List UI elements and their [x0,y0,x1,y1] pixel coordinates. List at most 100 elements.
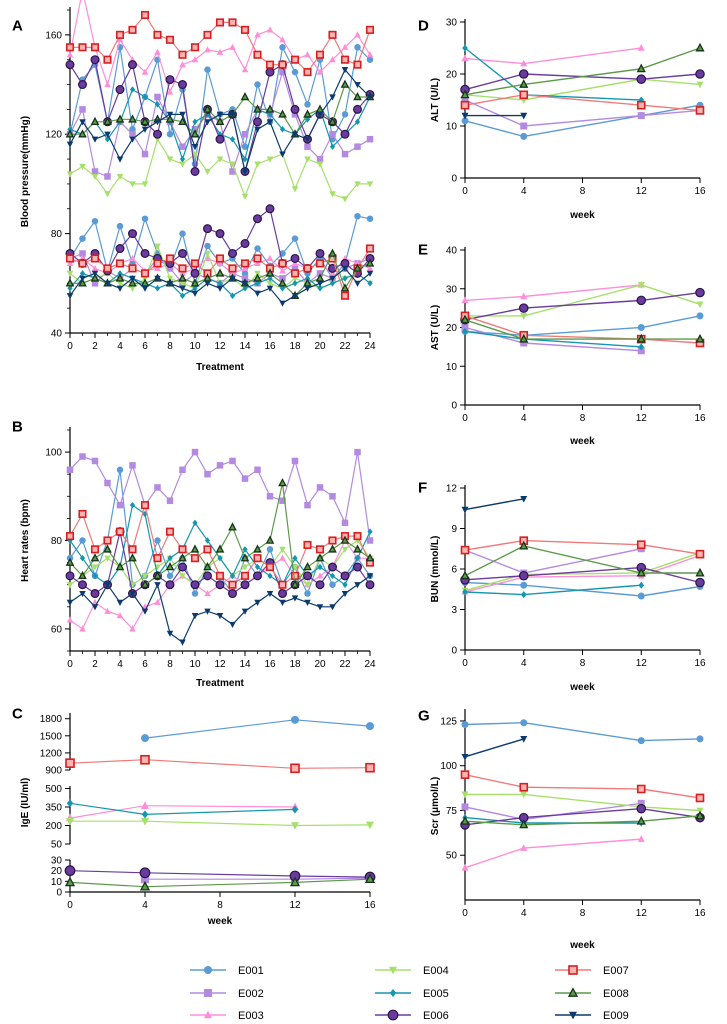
marker-shape [365,244,375,253]
marker-shape [304,590,311,597]
marker-shape [365,762,375,773]
data-point [116,599,124,606]
marker-shape [353,104,363,114]
x-tick-label: 8 [167,341,173,352]
marker-shape [154,101,161,108]
series-e006 [65,527,375,599]
data-point [317,285,323,292]
marker-shape [178,273,187,282]
data-point [366,821,374,830]
data-point [141,181,149,188]
data-point [254,280,261,287]
data-point [254,161,261,168]
marker-shape [637,835,645,842]
marker-shape [695,567,705,577]
marker-shape [315,248,325,258]
data-point [636,815,646,825]
marker-shape [116,36,124,43]
y-tick-label: 30 [51,856,63,867]
data-point [291,68,299,76]
data-point [154,119,161,126]
x-tick-label: 0 [462,658,468,669]
legend-label: E001 [238,965,264,977]
y-tick-label: 100 [440,761,457,772]
panel-f: F 0 3 6 9 12 0 4 8 12 16 week BUN (mmol/L) [418,479,706,693]
data-point [279,68,286,76]
data-point [91,280,99,287]
marker-shape [279,497,286,504]
marker-shape [316,572,324,579]
marker-shape [340,535,350,544]
marker-shape [165,75,175,85]
marker-shape [91,564,99,571]
data-point [304,116,311,123]
marker-shape [254,259,261,267]
marker-shape [66,466,74,474]
data-point [190,259,200,268]
data-point [290,269,300,278]
marker-shape [461,753,469,761]
series-line [464,738,525,758]
marker-shape [278,478,287,487]
data-point [279,554,286,561]
data-point [278,60,287,69]
data-point [139,867,151,879]
data-point [91,264,99,271]
series-e007 [460,770,705,803]
marker-shape [265,104,275,113]
marker-shape [204,608,211,615]
marker-shape [79,106,86,113]
data-point [115,30,125,39]
panel-label: B [12,418,23,435]
y-axis-label: Scr (μmol/L) [430,777,441,835]
data-point [77,80,87,90]
legend-marker [204,989,212,997]
data-point [241,143,249,150]
legend-entry-e008: E008 [555,987,629,1000]
marker-shape [103,536,112,545]
data-point [253,214,263,224]
marker-shape [695,549,705,559]
data-point [304,51,311,58]
marker-shape [116,156,124,163]
marker-shape [178,248,188,258]
marker-shape [636,815,646,825]
marker-shape [141,150,149,158]
marker-shape [279,44,286,51]
marker-shape [191,613,199,620]
series-line [464,539,701,555]
data-point [79,235,86,242]
data-point [366,264,374,271]
data-point [366,56,374,63]
legend-marker [387,1009,399,1021]
x-tick-label: 8 [580,908,586,919]
y-tick-label: 10 [446,122,458,133]
marker-shape [141,734,149,743]
data-point [141,810,149,819]
data-point [461,506,469,514]
marker-shape [191,290,199,297]
data-point [329,191,336,198]
series-line [464,815,701,826]
marker-shape [65,129,75,138]
data-point [366,215,374,222]
marker-shape [342,581,348,588]
data-point [241,130,249,138]
marker-shape [141,126,149,133]
legend-marker [389,966,397,975]
data-point [215,544,225,553]
data-point [695,793,705,803]
x-tick-label: 12 [289,900,301,911]
marker-shape [116,501,124,509]
marker-shape [79,119,86,126]
data-point [115,562,125,571]
marker-shape [462,588,468,596]
x-tick-label: 14 [239,341,251,352]
marker-shape [178,50,187,59]
data-point [637,282,645,289]
marker-shape [329,280,336,287]
marker-shape [154,48,161,55]
data-point [279,126,286,133]
marker-shape [354,31,361,38]
marker-shape [303,540,312,549]
